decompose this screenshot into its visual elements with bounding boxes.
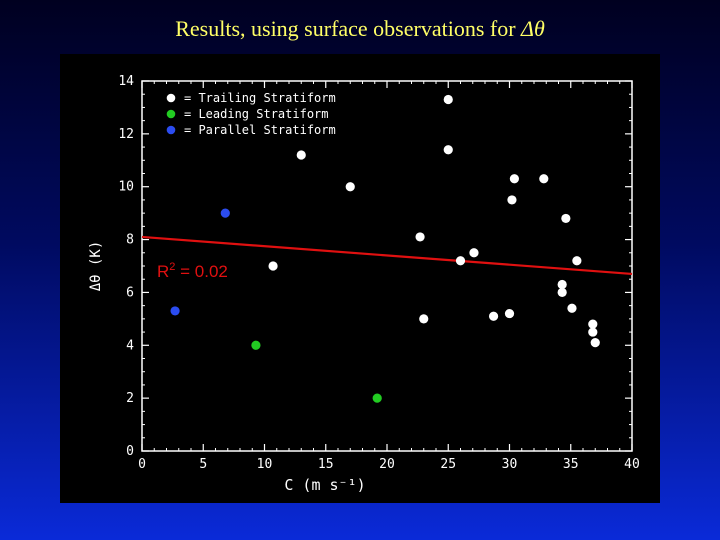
plot-panel: 0 5 10 15 20 25 30 35 40 0 2 4 6 8 10 12 14 = Trailing S… (60, 54, 660, 503)
point-trailing-stratiform (469, 248, 479, 258)
point-leading-stratiform (372, 393, 382, 403)
r-squared-symbol: R (157, 262, 169, 281)
point-trailing-stratiform (588, 327, 598, 337)
x-tick-label: 35 (563, 457, 579, 472)
y-tick-label: 14 (118, 74, 134, 89)
point-trailing-stratiform (419, 314, 429, 324)
point-trailing-stratiform (572, 256, 582, 266)
point-trailing-stratiform (590, 338, 600, 348)
point-trailing-stratiform (455, 256, 466, 266)
y-axis-label: Δθ (K) (88, 241, 104, 292)
delta-theta-symbol: Δθ (521, 16, 545, 41)
point-trailing-stratiform (488, 311, 499, 321)
x-tick-label: 5 (199, 457, 207, 472)
point-trailing-stratiform (443, 94, 453, 105)
point-trailing-stratiform (567, 303, 577, 313)
regression-line-group (141, 235, 633, 276)
x-tick-label: 25 (440, 457, 456, 472)
regression-line (141, 235, 633, 276)
slide-title: Results, using surface observations for … (0, 16, 720, 42)
scatter-chart: 0 5 10 15 20 25 30 35 40 0 2 4 6 8 10 12 14 = Trailing S… (88, 74, 640, 494)
point-trailing-stratiform (509, 174, 519, 184)
legend-marker-parallel-stratiform (166, 125, 176, 135)
x-tick-label: 20 (379, 457, 395, 472)
point-trailing-stratiform (443, 145, 453, 155)
point-trailing-stratiform (296, 150, 306, 160)
data-points (170, 94, 600, 403)
point-trailing-stratiform (561, 213, 571, 224)
y-tick-label: 12 (118, 127, 134, 142)
y-tick-label: 2 (126, 391, 134, 406)
x-tick-label: 10 (257, 457, 273, 472)
legend-label-leading-stratiform: = Leading Stratiform (184, 107, 329, 121)
point-trailing-stratiform (504, 308, 515, 319)
y-tick-label: 4 (126, 338, 134, 353)
y-tick-label: 6 (126, 285, 134, 300)
point-trailing-stratiform (588, 319, 598, 329)
point-trailing-stratiform (557, 279, 567, 290)
legend: = Trailing Stratiform = Leading Stratifor… (166, 91, 336, 137)
point-parallel-stratiform (170, 306, 180, 316)
point-parallel-stratiform (220, 208, 230, 218)
y-tick-label: 0 (126, 444, 134, 459)
r-squared-value: = 0.02 (175, 262, 227, 281)
r-squared-label: R2 = 0.02 (157, 261, 228, 281)
x-tick-label: 40 (624, 457, 640, 472)
point-trailing-stratiform (507, 195, 517, 205)
legend-marker-leading-stratiform (166, 109, 176, 119)
x-axis-label: C (m s⁻¹) (284, 476, 365, 494)
r-squared-exponent: 2 (169, 261, 175, 273)
point-trailing-stratiform (415, 232, 425, 242)
point-trailing-stratiform (268, 261, 278, 271)
y-tick-label: 10 (118, 180, 134, 195)
point-trailing-stratiform (557, 287, 567, 298)
legend-label-parallel-stratiform: = Parallel Stratiform (184, 123, 336, 137)
x-tick-label: 0 (138, 457, 146, 472)
x-tick-label: 15 (318, 457, 334, 472)
axes: 0 5 10 15 20 25 30 35 40 0 2 4 6 8 10 12 14 (118, 74, 639, 472)
point-leading-stratiform (251, 340, 261, 350)
legend-label-trailing-stratiform: = Trailing Stratiform (184, 91, 336, 105)
legend-marker-trailing-stratiform (166, 93, 176, 103)
point-trailing-stratiform (345, 182, 355, 192)
slide-title-text: Results, using surface observations for (175, 16, 522, 41)
x-tick-label: 30 (502, 457, 518, 472)
y-tick-label: 8 (126, 233, 134, 248)
point-trailing-stratiform (539, 174, 549, 184)
